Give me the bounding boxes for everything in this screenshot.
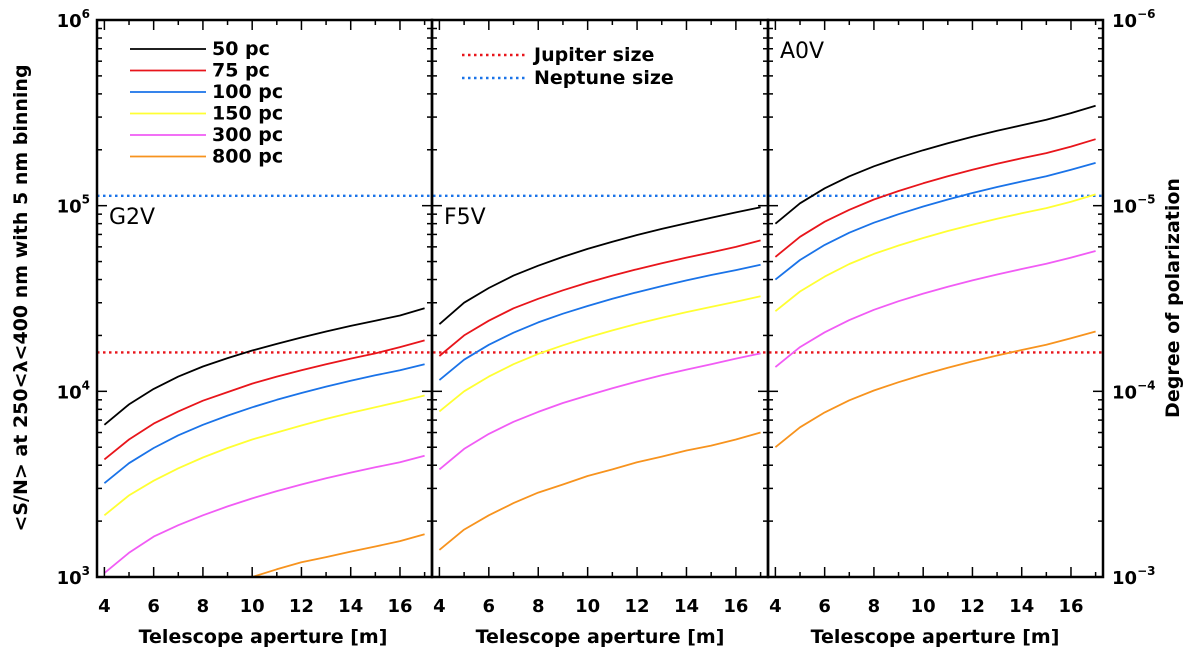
x-tick-label: 10 — [240, 596, 265, 617]
x-tick-label: 16 — [1058, 596, 1083, 617]
ref-legend-label: Jupiter size — [532, 44, 654, 66]
y-tick-label-left: 106 — [57, 7, 90, 32]
x-tick-label: 4 — [769, 596, 782, 617]
plot-area: G2V F5V A0V — [95, 18, 1105, 579]
series-line-a0v-150pc — [774, 193, 1096, 312]
series-line-f5v-300pc — [438, 352, 761, 471]
x-tick-label: 8 — [532, 596, 545, 617]
series-line-g2v-50pc — [103, 307, 425, 426]
reference-lines — [97, 194, 1103, 354]
y-tick-label-right: 10−3 — [1112, 564, 1155, 589]
x-tick-label: 10 — [911, 596, 936, 617]
y-tick-label-left: 105 — [57, 193, 90, 218]
series-line-f5v-75pc — [438, 239, 761, 357]
x-tick-label: 12 — [960, 596, 985, 617]
y-tick-label-right: 10−5 — [1112, 193, 1155, 218]
y-tick-label-left: 103 — [57, 564, 90, 589]
x-axis-label-3: Telescope aperture [m] — [811, 626, 1060, 648]
series-line-g2v-800pc — [251, 533, 425, 578]
series-line-f5v-150pc — [438, 295, 761, 413]
x-tick-label: 16 — [723, 596, 748, 617]
x-tick-label: 6 — [147, 596, 160, 617]
series-line-f5v-50pc — [438, 206, 761, 325]
x-tick-label: 8 — [868, 596, 881, 617]
x-tick-label: 4 — [98, 596, 111, 617]
x-axis-label-2: Telescope aperture [m] — [476, 626, 725, 648]
x-tick-label: 14 — [674, 596, 699, 617]
panel-frame-2 — [430, 18, 770, 579]
legend-label: 100 pc — [212, 81, 283, 103]
x-tick-label: 12 — [289, 596, 314, 617]
series-line-g2v-150pc — [103, 394, 425, 516]
series-lines — [103, 104, 1096, 578]
series-line-a0v-100pc — [774, 162, 1096, 281]
series-line-g2v-100pc — [103, 363, 425, 484]
x-tick-label: 6 — [818, 596, 831, 617]
x-tick-label: 4 — [433, 596, 446, 617]
x-tick-label: 6 — [483, 596, 496, 617]
legend-label: 150 pc — [212, 103, 283, 125]
x-tick-label: 12 — [625, 596, 650, 617]
panel-title-g2v: G2V — [109, 205, 155, 230]
series-line-a0v-800pc — [774, 330, 1096, 448]
tick-labels: 4 6 8 10 12 14 16 4 6 8 10 12 14 16 4 6 8 10 12 14 16 103 104 1… — [57, 7, 1156, 617]
x-tick-label: 14 — [338, 596, 363, 617]
series-line-f5v-800pc — [438, 431, 761, 551]
ref-legend-label: Neptune size — [534, 67, 674, 89]
panel-frame-3 — [766, 18, 1105, 579]
series-line-a0v-50pc — [774, 104, 1096, 225]
series-line-a0v-300pc — [774, 250, 1096, 368]
panel-titles: G2V F5V A0V — [109, 39, 824, 230]
legend-label: 50 pc — [212, 38, 270, 60]
legend-label: 300 pc — [212, 124, 283, 146]
y-tick-label-right: 10−4 — [1112, 378, 1155, 403]
legend-label: 800 pc — [212, 146, 283, 168]
y-axis-label-left: <S/N> at 250<λ<400 nm with 5 nm binning — [10, 64, 32, 531]
series-line-g2v-300pc — [103, 454, 425, 574]
x-tick-label: 8 — [197, 596, 210, 617]
series-line-g2v-75pc — [103, 339, 425, 461]
y-axis-label-right: Degree of polarization — [1162, 178, 1184, 418]
panel-title-a0v: A0V — [780, 39, 824, 64]
y-tick-label-left: 104 — [57, 378, 90, 403]
y-tick-label-right: 10−6 — [1112, 7, 1155, 32]
axes-frame — [95, 18, 1105, 579]
x-axis-label-1: Telescope aperture [m] — [139, 626, 388, 648]
x-tick-label: 14 — [1009, 596, 1034, 617]
legend-label: 75 pc — [212, 60, 270, 82]
panel-title-f5v: F5V — [444, 205, 486, 230]
x-tick-label: 10 — [575, 596, 600, 617]
series-line-f5v-100pc — [438, 263, 761, 381]
series-line-a0v-75pc — [774, 138, 1096, 258]
x-tick-label: 16 — [387, 596, 412, 617]
axis-ticks — [97, 20, 1103, 578]
